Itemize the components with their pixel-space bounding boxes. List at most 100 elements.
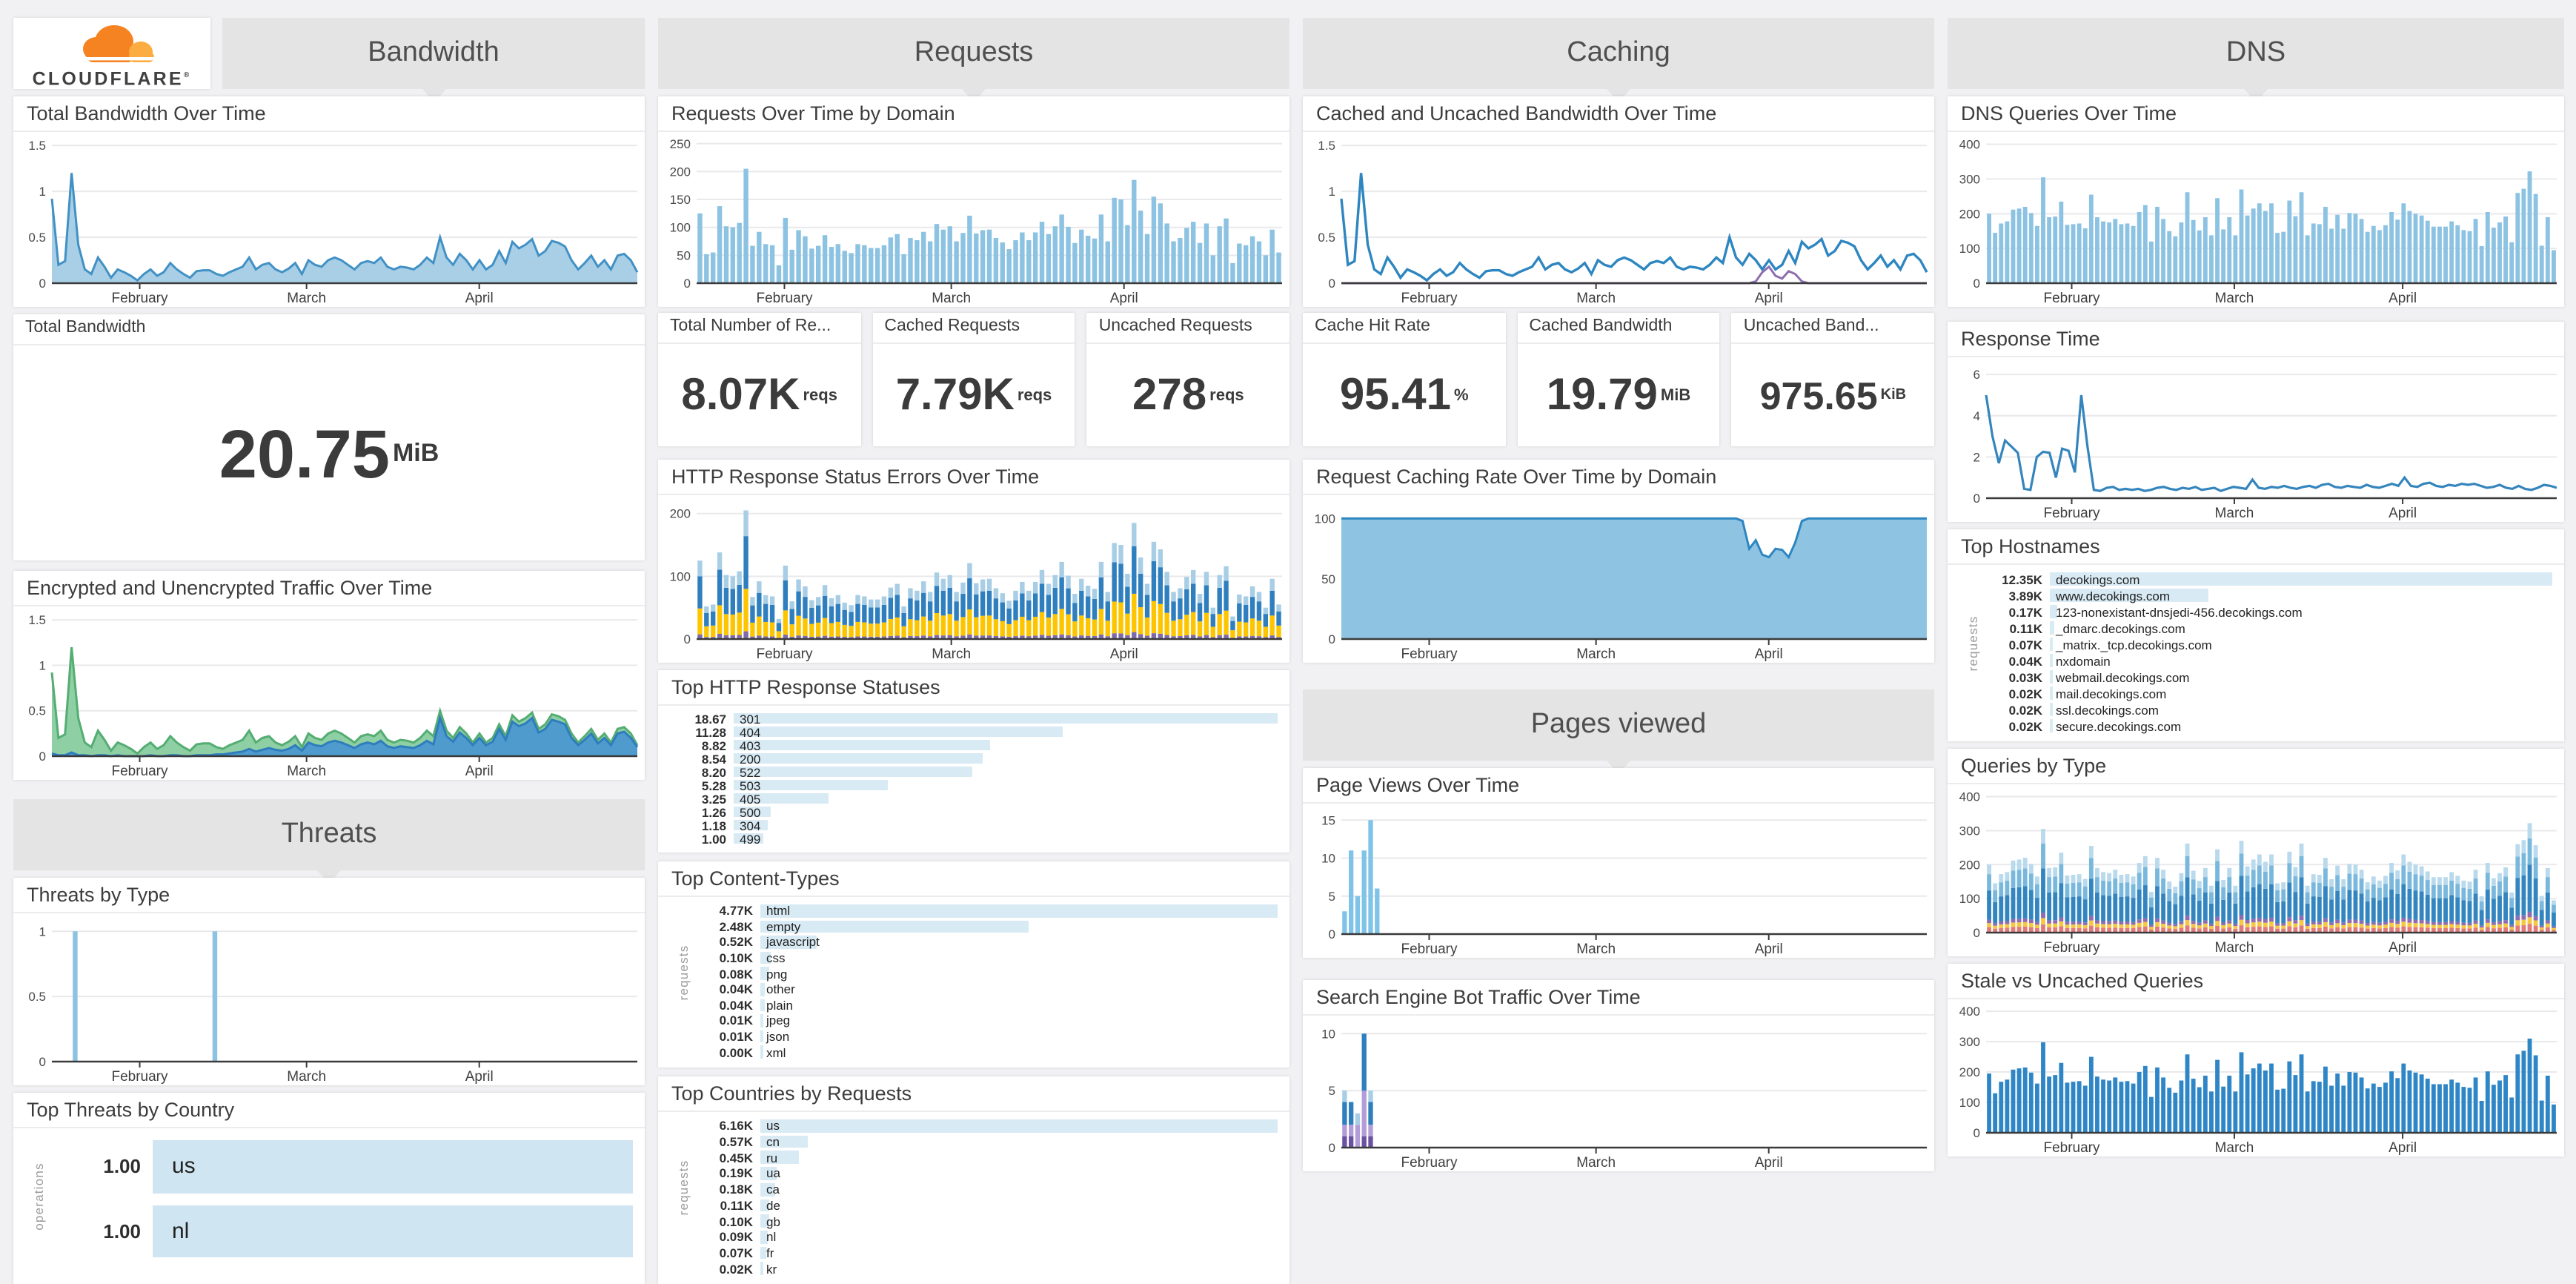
svg-text:200: 200	[670, 165, 691, 179]
list-row[interactable]: 0.07K _matrix._tcp.decokings.com	[1986, 637, 2552, 652]
svg-text:February: February	[756, 291, 813, 306]
page-views-chart[interactable]: 0 5 10 15 February March April	[1303, 804, 1934, 958]
list-row-label: plain	[766, 997, 793, 1013]
request-caching-rate-chart[interactable]: 0 50 100 February March April	[1303, 495, 1934, 663]
list-row[interactable]: 0.10K gb	[697, 1214, 1278, 1229]
svg-text:March: March	[2215, 940, 2254, 956]
svg-text:February: February	[111, 764, 168, 779]
card-title: Top Threats by Country	[13, 1093, 645, 1128]
dns-queries-chart[interactable]: 0 100 200 300 400 February March April	[1948, 132, 2564, 307]
stale-uncached-queries-chart[interactable]: 0 100 200 300 400 February March April	[1948, 999, 2564, 1156]
list-row[interactable]: 0.07K fr	[697, 1245, 1278, 1260]
svg-text:April: April	[1110, 646, 1138, 662]
svg-text:February: February	[1401, 1155, 1458, 1171]
list-row[interactable]: 0.10K css	[697, 950, 1278, 965]
list-row[interactable]: 4.77K html	[697, 903, 1278, 919]
list-row[interactable]: 0.45K ru	[697, 1151, 1278, 1165]
list-row-value: 0.02K	[719, 1261, 753, 1277]
list-row[interactable]: 0.11K _dmarc.decokings.com	[1986, 621, 2552, 635]
list-row-value: 0.02K	[2008, 702, 2042, 717]
stat-value-wrap: 7.79K reqs	[872, 344, 1075, 446]
svg-text:0.5: 0.5	[28, 231, 46, 245]
list-row[interactable]: 11.28 404	[670, 724, 1278, 739]
list-row-value: 1.18	[701, 818, 726, 833]
list-row[interactable]: 0.02K ssl.decokings.com	[1986, 702, 2552, 717]
threats-by-type-chart[interactable]: 0 0.5 1 February March April	[13, 913, 645, 1085]
cloudflare-cloud-icon	[57, 21, 167, 68]
list-row[interactable]: 12.35K decokings.com	[1986, 572, 2552, 586]
list-row[interactable]: 0.19K ua	[697, 1166, 1278, 1181]
list-row[interactable]: 1.26 500	[670, 804, 1278, 819]
list-row[interactable]: 0.08K png	[697, 966, 1278, 981]
list-row-value: 4.77K	[719, 903, 753, 919]
list-row[interactable]: 5.28 503	[670, 778, 1278, 792]
queries-by-type-chart[interactable]: 0 100 200 300 400 February March April	[1948, 784, 2564, 956]
list-row[interactable]: 0.04K other	[697, 982, 1278, 997]
list-row[interactable]: 0.03K webmail.decokings.com	[1986, 669, 2552, 684]
requests-over-time-chart[interactable]: 0 50 100 150 200 250 February March April	[658, 132, 1289, 307]
list-row-label: ssl.decokings.com	[2056, 702, 2159, 717]
list-row[interactable]: 1.00 499	[670, 831, 1278, 846]
list-row[interactable]: 3.25 405	[670, 791, 1278, 806]
total-bandwidth-chart[interactable]: 0 0.5 1 1.5 February March April	[13, 132, 645, 307]
list-row[interactable]: 3.89K www.decokings.com	[1986, 588, 2552, 603]
svg-text:April: April	[465, 764, 494, 779]
list-row[interactable]: 0.04K nxdomain	[1986, 653, 2552, 668]
svg-text:4: 4	[1974, 409, 1980, 423]
list-row[interactable]: 0.01K json	[697, 1029, 1278, 1044]
svg-text:0.5: 0.5	[1318, 231, 1335, 245]
list-row[interactable]: 6.16K us	[697, 1119, 1278, 1134]
list-row[interactable]: 0.02K mail.decokings.com	[1986, 686, 2552, 701]
card-title: Uncached Band...	[1731, 313, 1935, 344]
svg-text:March: March	[1576, 942, 1616, 957]
list-row-bar-wrap: kr	[760, 1261, 1278, 1276]
http-errors-chart[interactable]: 0 100 200 February March April	[658, 495, 1289, 663]
list-row[interactable]: 0.02K kr	[697, 1261, 1278, 1277]
list-row[interactable]: 0.52K javascript	[697, 935, 1278, 950]
list-row[interactable]: 0.11K de	[697, 1198, 1278, 1213]
card-title: Threats by Type	[13, 878, 645, 913]
list-row[interactable]: 8.20 522	[670, 764, 1278, 779]
svg-text:1: 1	[39, 924, 46, 939]
list-row[interactable]: 0.01K jpeg	[697, 1013, 1278, 1028]
list-row-value: 0.10K	[719, 1214, 753, 1229]
card-requests-over-time: Requests Over Time by Domain 0 50 100 150 20…	[658, 96, 1289, 307]
list-row[interactable]: 0.57K cn	[697, 1134, 1278, 1149]
search-bot-traffic-chart[interactable]: 0 5 10 February March April	[1303, 1016, 1934, 1171]
list-row-bar	[153, 1140, 633, 1193]
list-row-label: 522	[740, 764, 761, 779]
svg-text:March: March	[1576, 291, 1616, 306]
list-row-bar-wrap: 304	[734, 818, 1278, 833]
cached-uncached-bandwidth-chart[interactable]: 0 0.5 1 1.5 February March April	[1303, 132, 1934, 307]
list-row[interactable]: 8.82 403	[670, 738, 1278, 752]
list-row[interactable]: 0.17K 123-nonexistant-dnsjedi-456.decokin…	[1986, 604, 2552, 619]
list-row[interactable]: 2.48K empty	[697, 919, 1278, 934]
list-row[interactable]: 1.00 nl	[82, 1205, 633, 1257]
list-row-label: 405	[740, 791, 761, 806]
list-row[interactable]: 0.02K secure.decokings.com	[1986, 718, 2552, 733]
section-header-requests: Requests	[658, 18, 1289, 102]
list-row-value: 0.09K	[719, 1229, 753, 1245]
list-row[interactable]: 0.09K nl	[697, 1229, 1278, 1245]
uncached-requests-unit: reqs	[1209, 386, 1244, 404]
list-row-value: 0.00K	[719, 1045, 753, 1060]
encrypted-traffic-chart[interactable]: 0 0.5 1 1.5 February March April	[13, 606, 645, 780]
list-row-value: 0.04K	[719, 982, 753, 997]
card-cached-requests: Cached Requests 7.79K reqs	[872, 313, 1075, 446]
list-row-bar	[2050, 589, 2208, 602]
svg-text:1: 1	[39, 185, 46, 199]
list-row[interactable]: 0.18K ca	[697, 1182, 1278, 1197]
list-row-value: 0.03K	[2008, 669, 2042, 684]
list-row[interactable]: 8.54 200	[670, 751, 1278, 766]
list-row[interactable]: 1.18 304	[670, 818, 1278, 833]
cached-bandwidth-unit: MiB	[1660, 386, 1691, 404]
list-row[interactable]: 0.00K xml	[697, 1045, 1278, 1060]
list-row[interactable]: 1.00 us	[82, 1140, 633, 1193]
response-time-chart[interactable]: 0 2 4 6 February March April	[1948, 357, 2564, 522]
list-row[interactable]: 0.04K plain	[697, 997, 1278, 1013]
card-title: Requests Over Time by Domain	[658, 96, 1289, 132]
list-row[interactable]: 18.67 301	[670, 711, 1278, 726]
list-row-label: fr	[766, 1245, 774, 1260]
cloudflare-logo[interactable]: CLOUDFLARE®	[13, 18, 210, 89]
list-row-bar-wrap: _dmarc.decokings.com	[2050, 621, 2552, 635]
